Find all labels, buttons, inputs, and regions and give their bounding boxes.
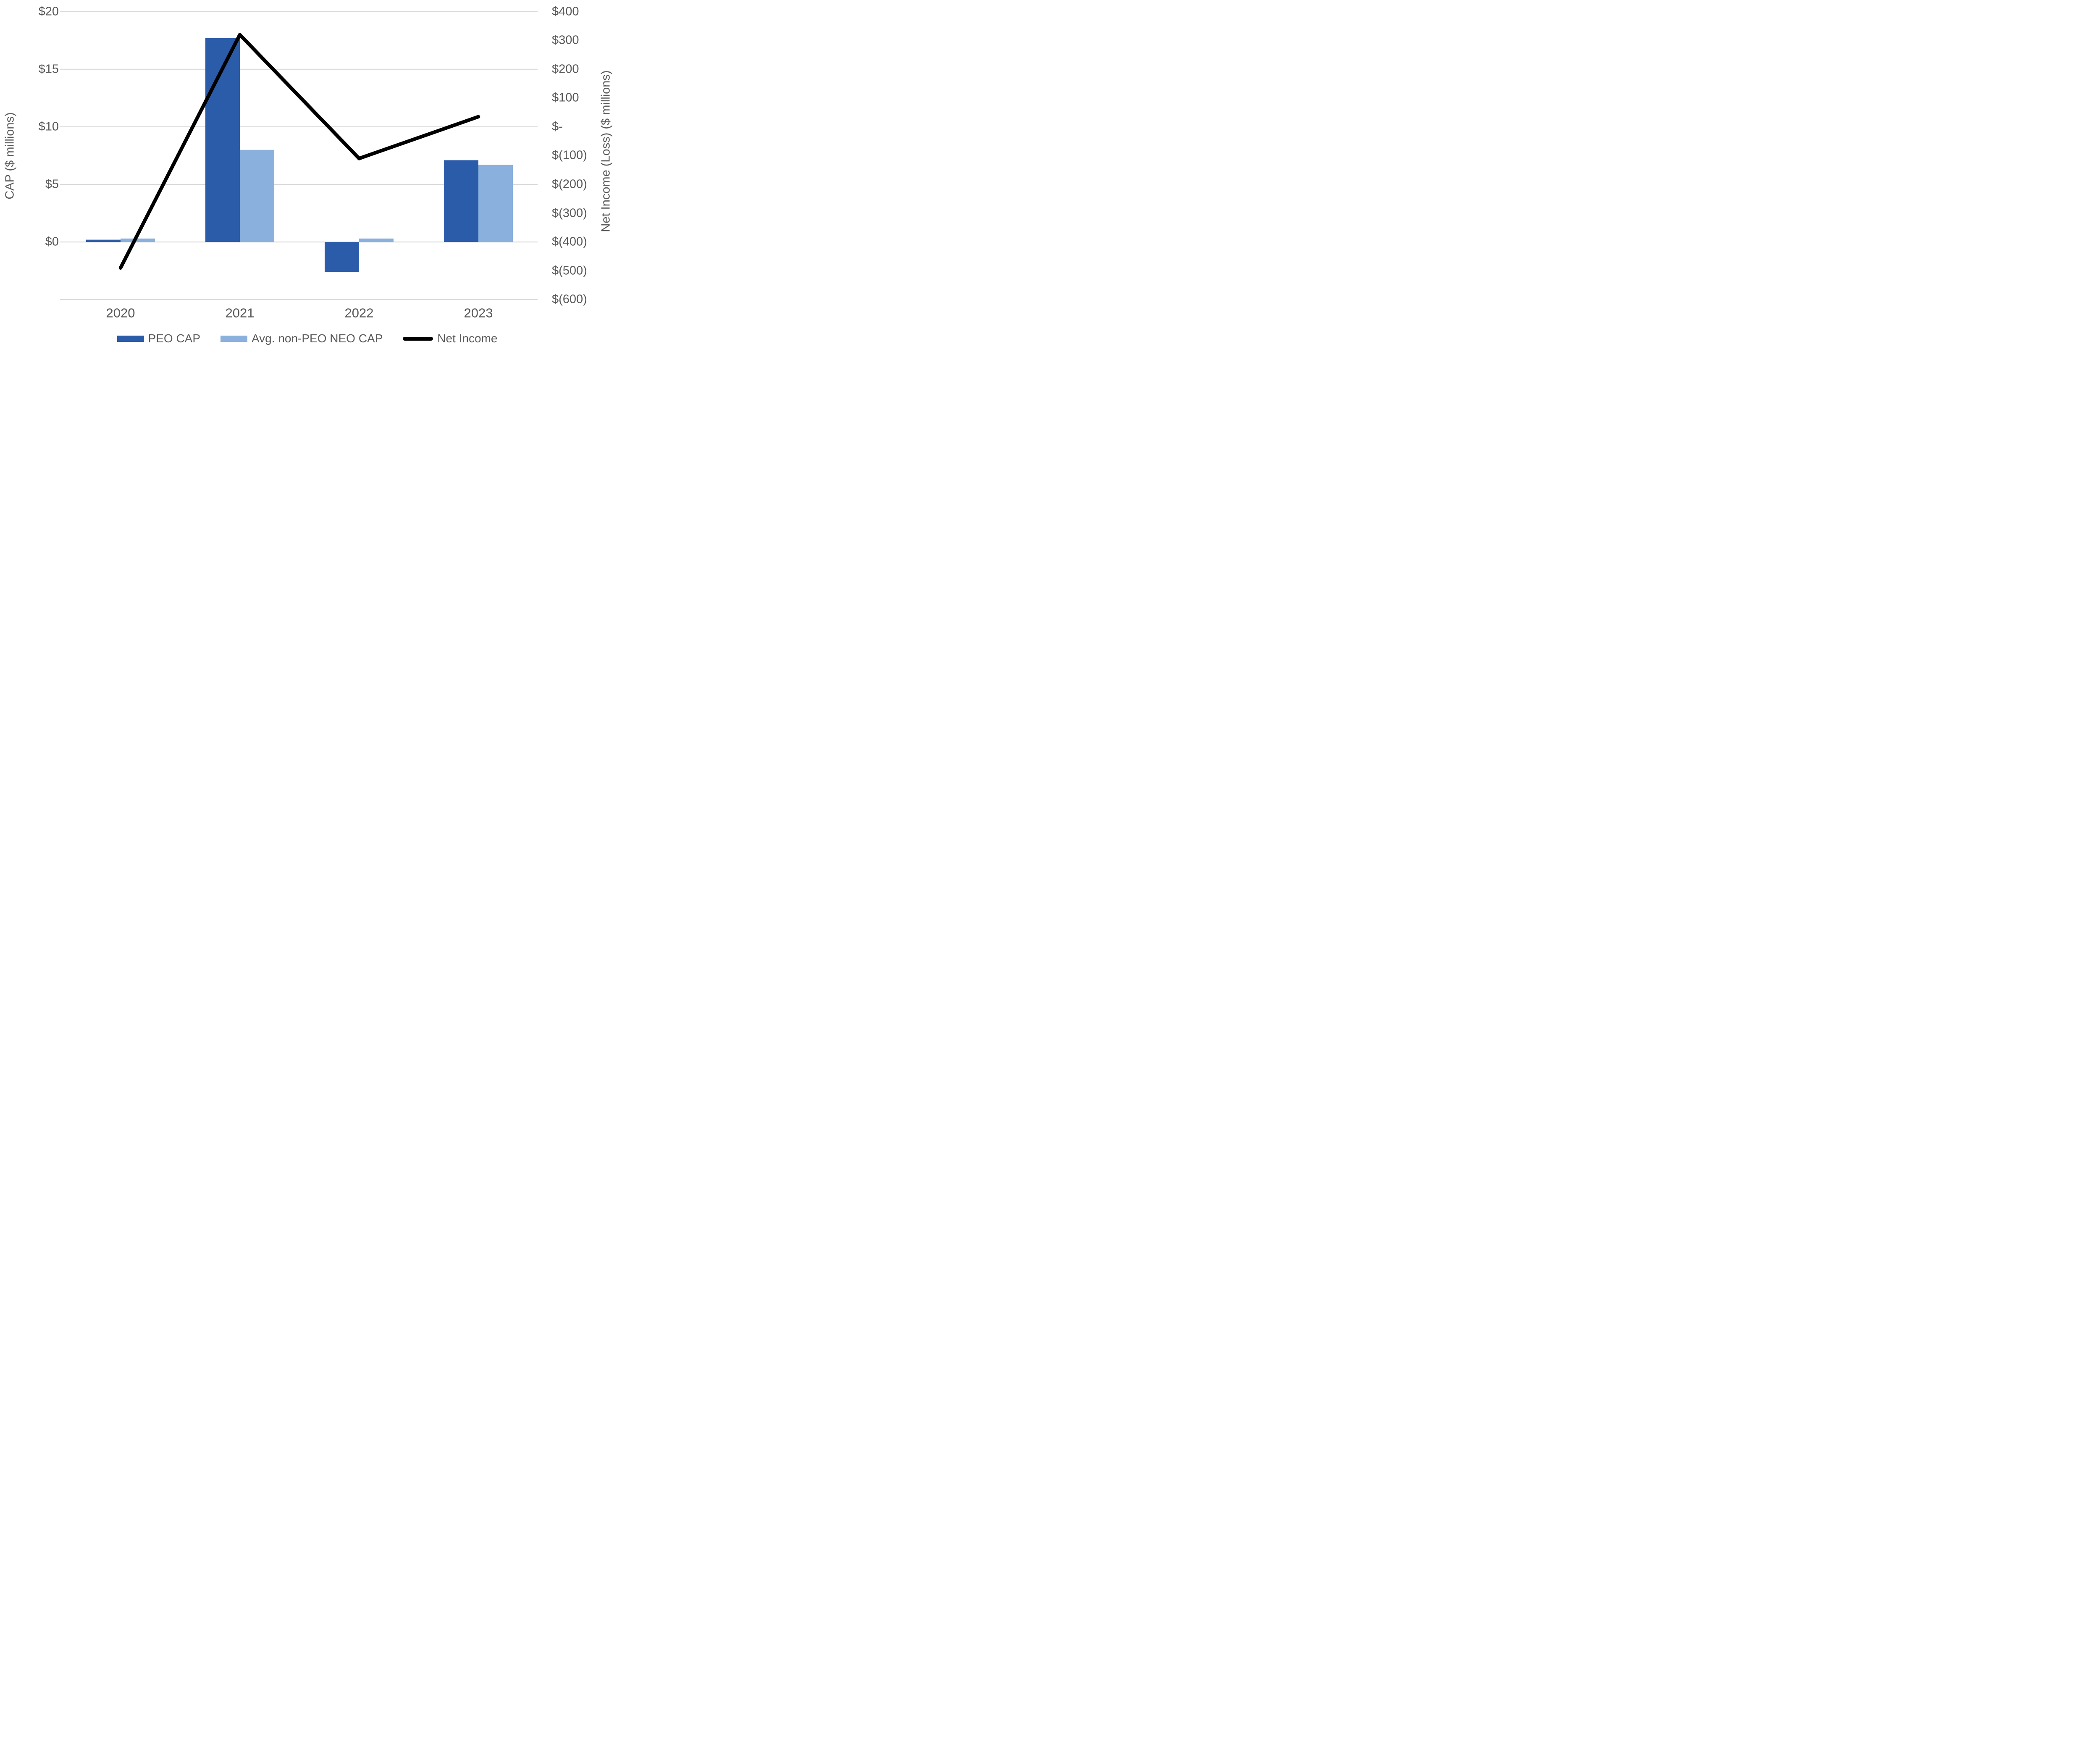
x-axis-tick: 2021 (225, 305, 255, 320)
legend: PEO CAP Avg. non-PEO NEO CAP Net Income (0, 333, 614, 344)
x-axis-tick: 2023 (464, 305, 493, 320)
right-axis-tick: $(200) (552, 177, 587, 191)
left-axis-title: CAP ($ millions) (3, 112, 17, 200)
left-axis-tick: $20 (38, 5, 59, 18)
right-axis-tick: $400 (552, 5, 579, 18)
left-axis-tick: $0 (45, 235, 59, 249)
pay-versus-performance-chart: $20 $15 $10 $5 $0 $400 $300 $200 $100 $- $(100) $(2… (0, 0, 614, 352)
x-axis-tick: 2020 (106, 305, 135, 320)
x-axis-tick: 2022 (344, 305, 374, 320)
peo-cap-swatch-icon (117, 335, 144, 342)
right-axis-tick: $(100) (552, 148, 587, 162)
right-axis-tick: $(500) (552, 264, 587, 278)
right-axis-tick: $- (552, 120, 563, 134)
legend-label-avg-non-peo-neo-cap: Avg. non-PEO NEO CAP (252, 332, 383, 345)
right-axis-tick: $300 (552, 33, 579, 47)
bar-peo-cap-2020 (86, 239, 121, 242)
right-axis-tick: $100 (552, 91, 579, 105)
bar-peo-cap-2022 (325, 242, 359, 272)
net-income-line-swatch-icon (403, 336, 433, 341)
right-axis-tick: $200 (552, 62, 579, 76)
bar-avg-non-peo-neo-cap-2023 (478, 165, 513, 242)
right-axis-title: Net Income (Loss) ($ millions) (599, 70, 613, 232)
right-axis-tick: $(400) (552, 235, 587, 249)
bar-peo-cap-2023 (444, 160, 478, 242)
bar-avg-non-peo-neo-cap-2021 (240, 150, 274, 242)
legend-item-peo-cap: PEO CAP (117, 333, 200, 344)
legend-item-avg-non-peo-neo-cap: Avg. non-PEO NEO CAP (220, 333, 383, 344)
bar-avg-non-peo-neo-cap-2022 (359, 238, 394, 242)
left-axis-tick: $10 (38, 120, 59, 134)
plot-area (60, 11, 538, 300)
left-axis-tick: $15 (38, 62, 59, 76)
bar-avg-non-peo-neo-cap-2020 (121, 238, 155, 242)
left-axis-tick: $5 (45, 177, 59, 191)
legend-label-peo-cap: PEO CAP (148, 332, 201, 345)
right-axis-tick: $(600) (552, 292, 587, 306)
avg-non-peo-neo-cap-swatch-icon (220, 335, 248, 342)
legend-item-net-income: Net Income (403, 333, 497, 344)
right-axis-tick: $(300) (552, 206, 587, 220)
legend-label-net-income: Net Income (437, 332, 498, 345)
net-income-line (118, 33, 480, 270)
